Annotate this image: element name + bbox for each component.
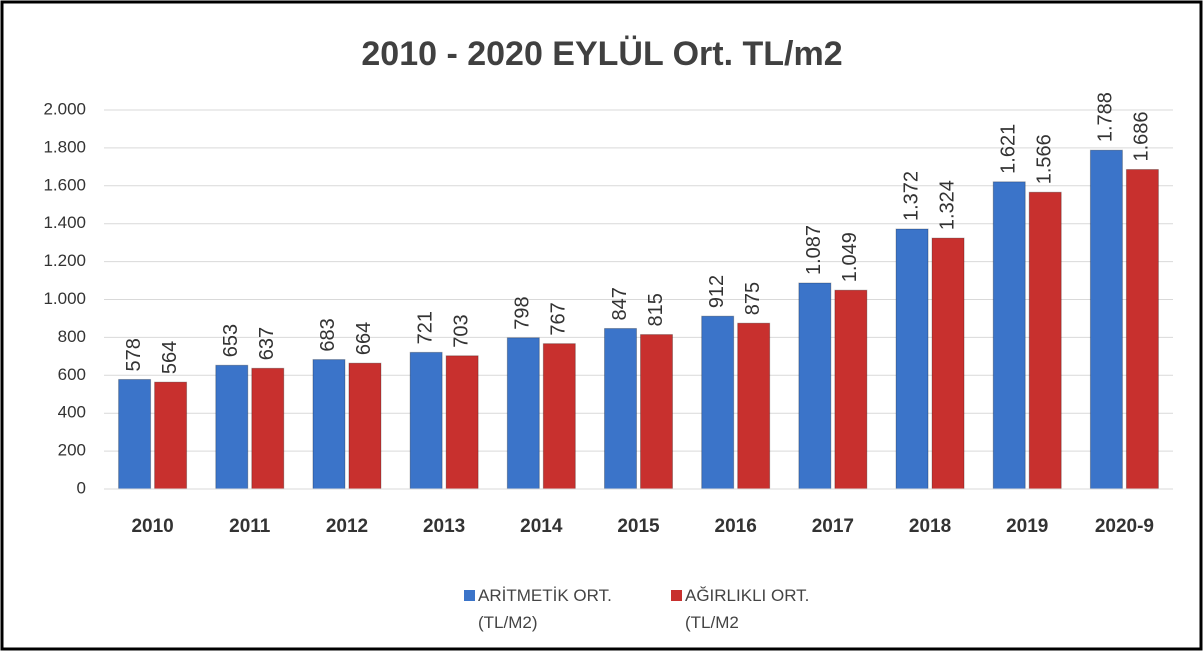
legend-swatch bbox=[464, 590, 475, 601]
bar bbox=[834, 289, 868, 490]
data-label: 815 bbox=[645, 293, 667, 326]
data-label: 1.372 bbox=[900, 171, 922, 221]
x-tick-label: 2017 bbox=[812, 516, 854, 537]
bar bbox=[348, 362, 382, 490]
x-tick-label: 2020-9 bbox=[1095, 516, 1154, 537]
data-label: 703 bbox=[450, 314, 472, 347]
x-tick-label: 2011 bbox=[229, 516, 271, 537]
data-label: 1.566 bbox=[1034, 134, 1056, 184]
x-tick-label: 2012 bbox=[326, 516, 368, 537]
bar bbox=[251, 367, 285, 490]
bar bbox=[409, 351, 443, 490]
y-tick-label: 2.000 bbox=[43, 99, 86, 118]
legend-item: ARİTMETİK ORT. (TL/M2) bbox=[464, 582, 648, 636]
legend-swatch bbox=[671, 590, 682, 601]
y-tick-label: 1.800 bbox=[43, 137, 86, 156]
y-tick-label: 800 bbox=[58, 327, 86, 346]
data-label: 912 bbox=[706, 275, 728, 308]
bar bbox=[215, 364, 249, 490]
bar bbox=[737, 322, 771, 490]
data-label: 653 bbox=[220, 324, 242, 357]
bar bbox=[312, 359, 346, 490]
chart-title: 2010 - 2020 EYLÜL Ort. TL/m2 bbox=[361, 35, 842, 73]
x-tick-label: 2010 bbox=[131, 516, 173, 537]
data-label: 683 bbox=[317, 318, 339, 351]
x-tick-label: 2013 bbox=[423, 516, 465, 537]
bar bbox=[118, 378, 152, 490]
bar bbox=[604, 327, 637, 490]
data-label: 637 bbox=[256, 327, 278, 360]
x-tick-label: 2016 bbox=[715, 516, 757, 537]
y-tick-label: 1.200 bbox=[43, 251, 86, 270]
data-label: 1.788 bbox=[1095, 92, 1117, 142]
y-tick-label: 600 bbox=[58, 365, 86, 384]
legend-label: ARİTMETİK ORT. (TL/M2) bbox=[478, 586, 612, 632]
data-label: 564 bbox=[159, 341, 181, 374]
legend-item: AĞIRLIKLI ORT. (TL/M2 bbox=[671, 582, 855, 636]
bar bbox=[154, 381, 188, 490]
bar bbox=[640, 334, 673, 490]
y-tick-label: 1.400 bbox=[43, 213, 86, 232]
bar bbox=[542, 343, 576, 490]
data-label: 847 bbox=[609, 287, 631, 320]
y-tick-label: 400 bbox=[58, 403, 86, 422]
data-label: 721 bbox=[414, 311, 436, 344]
data-label: 1.621 bbox=[998, 124, 1020, 174]
y-tick-label: 200 bbox=[58, 441, 86, 460]
data-label: 875 bbox=[742, 282, 764, 315]
y-tick-label: 0 bbox=[77, 478, 86, 497]
data-label: 664 bbox=[353, 322, 375, 355]
data-label: 767 bbox=[548, 302, 570, 335]
x-tick-label: 2019 bbox=[1006, 516, 1048, 537]
bar bbox=[931, 237, 965, 490]
data-label: 1.686 bbox=[1131, 111, 1153, 161]
bar bbox=[1089, 149, 1123, 490]
bar bbox=[1125, 169, 1159, 490]
x-tick-label: 2014 bbox=[520, 516, 563, 537]
bar bbox=[895, 228, 929, 490]
bar bbox=[798, 282, 832, 490]
data-label: 1.049 bbox=[839, 232, 861, 282]
y-tick-label: 1.600 bbox=[43, 175, 86, 194]
bar bbox=[445, 355, 479, 490]
y-tick-label: 1.000 bbox=[43, 289, 86, 308]
data-label: 1.324 bbox=[936, 180, 958, 230]
bar bbox=[992, 181, 1026, 490]
x-tick-label: 2015 bbox=[617, 516, 660, 537]
bar bbox=[1028, 191, 1062, 490]
bar bbox=[701, 315, 735, 490]
data-label: 798 bbox=[512, 296, 534, 329]
bar bbox=[506, 337, 540, 490]
legend-label: AĞIRLIKLI ORT. (TL/M2 bbox=[685, 586, 810, 632]
data-label: 578 bbox=[123, 338, 145, 371]
x-tick-label: 2018 bbox=[909, 516, 951, 537]
data-label: 1.087 bbox=[803, 225, 825, 275]
